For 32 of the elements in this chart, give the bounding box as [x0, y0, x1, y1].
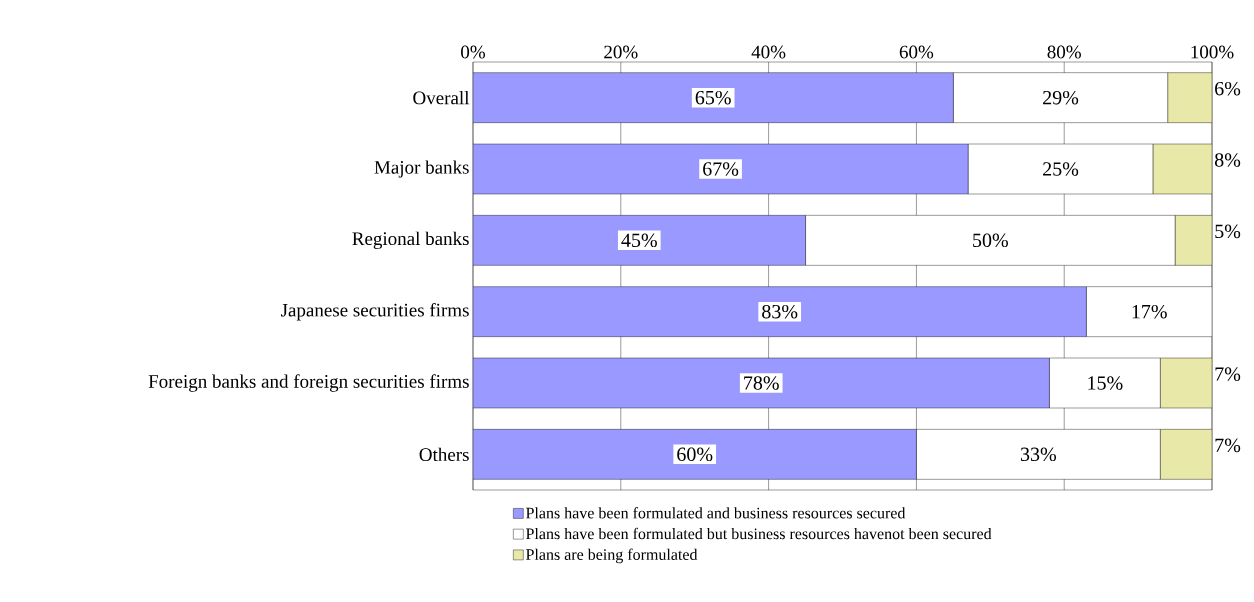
x-tick-label: 100%	[1191, 45, 1234, 59]
data-label: 29%	[1043, 90, 1079, 105]
data-label: 50%	[973, 233, 1008, 248]
data-label: 25%	[1043, 162, 1079, 176]
data-label: 5%	[1215, 224, 1241, 239]
data-label: 17%	[1132, 304, 1167, 319]
data-label: 45%	[621, 233, 657, 248]
x-tick-label: 20%	[604, 45, 638, 59]
data-label: 65%	[695, 90, 731, 105]
y-tick-label: Major banks	[374, 160, 469, 178]
x-tick-label: 0%	[461, 45, 486, 59]
x-tick-label: 80%	[1047, 45, 1081, 59]
legend-label: Plans have been formulated and business resources secured	[526, 507, 906, 519]
data-label: 8%	[1214, 153, 1241, 167]
data-label: 7%	[1215, 367, 1241, 381]
x-tick-label: 40%	[751, 45, 786, 59]
legend-label: Plans have been formulated but business resources havenot been secured	[526, 527, 992, 540]
data-label: 33%	[1020, 447, 1057, 462]
data-label: 60%	[677, 447, 713, 462]
data-label: 78%	[744, 376, 779, 390]
data-label: 83%	[762, 304, 798, 319]
y-tick-label: Foreign banks and foreign securities firms	[148, 374, 469, 392]
y-tick-label: Others	[419, 447, 469, 462]
data-label: 15%	[1088, 376, 1123, 390]
legend-label: Plans are being formulated	[526, 548, 698, 564]
y-tick-label: Regional banks	[352, 231, 469, 249]
y-tick-label: Japanese securities firms	[281, 302, 469, 321]
data-label: 7%	[1215, 438, 1241, 453]
data-label: 67%	[703, 162, 739, 176]
y-tick-label: Overall	[413, 90, 470, 105]
data-label: 6%	[1215, 81, 1241, 96]
x-tick-label: 60%	[899, 45, 934, 59]
